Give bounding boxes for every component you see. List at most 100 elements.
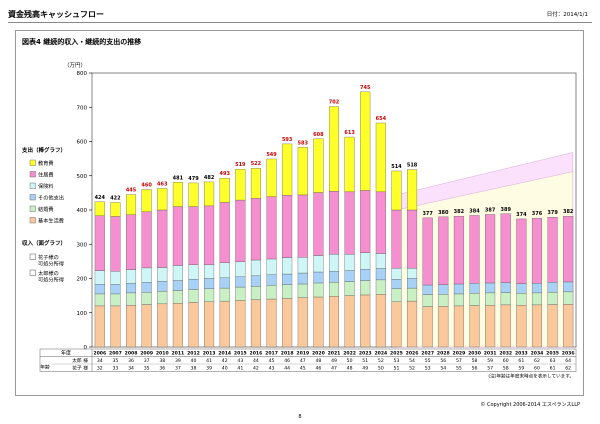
bar-segment: [422, 217, 433, 286]
bar-segment: [126, 269, 137, 284]
bar-segment: [375, 191, 386, 254]
x-tick-label: 2016: [250, 351, 263, 357]
bar-segment: [282, 257, 293, 275]
bar-segment: [141, 304, 152, 348]
x-tick-label: 2024: [374, 351, 387, 357]
bar-segment: [344, 281, 355, 296]
age-value: 57: [487, 366, 493, 372]
age-value: 33: [112, 366, 118, 372]
bar-segment: [407, 268, 418, 279]
bar-segment: [375, 294, 386, 348]
bar-segment: [547, 282, 558, 293]
bar-segment: [266, 196, 277, 260]
age-value: 54: [409, 358, 415, 364]
y-tick-label: 600: [77, 140, 88, 146]
bar-segment: [297, 297, 308, 348]
bar-segment: [391, 279, 402, 289]
bar-total-label: 376: [532, 211, 543, 217]
bar-segment: [266, 258, 277, 275]
bar-total-label: 382: [454, 209, 465, 215]
bar-total-label: 379: [547, 210, 558, 216]
bar-segment: [360, 190, 371, 253]
bar-segment: [94, 305, 105, 348]
bar-segment: [531, 304, 542, 348]
bar-segment: [235, 169, 246, 201]
bar-segment: [110, 271, 121, 285]
bar-segment: [126, 283, 137, 294]
bar-segment: [453, 293, 464, 307]
bar-segment: [500, 282, 511, 293]
bar-segment: [188, 302, 199, 348]
x-tick-label: 2012: [187, 351, 200, 357]
legend-swatch: [29, 194, 36, 201]
age-value: 62: [534, 358, 540, 364]
legend-label: 花子様の: [38, 253, 59, 261]
bar-segment: [188, 289, 199, 303]
bar-segment: [391, 288, 402, 302]
age-value: 51: [362, 358, 368, 364]
bar-total-label: 380: [438, 210, 449, 216]
bar-segment: [235, 261, 246, 277]
copyright: © Copyright 2006-2014 エスペランスLLP: [480, 402, 580, 408]
x-tick-label: 2032: [499, 351, 512, 357]
bar-total-label: 389: [501, 207, 512, 213]
x-tick-label: 2031: [484, 351, 497, 357]
bar-segment: [422, 284, 433, 295]
age-group-label: 年齢: [40, 364, 50, 371]
x-tick-label: 2018: [281, 351, 294, 357]
legend-swatch: [29, 159, 36, 166]
bar-segment: [141, 211, 152, 269]
bar-segment: [94, 201, 105, 216]
bar-total-label: 613: [344, 130, 355, 136]
age-value: 58: [503, 366, 509, 372]
bar-segment: [235, 199, 246, 262]
page-header-date: 日付：2014/1/1: [546, 12, 588, 18]
age-value: 39: [206, 366, 212, 372]
bar-segment: [485, 292, 496, 306]
legend-swatch: [29, 182, 36, 189]
x-tick-label: 2027: [421, 351, 434, 357]
bar-segment: [297, 147, 308, 196]
bar-total-label: 481: [173, 175, 184, 181]
x-tick-label: 2017: [265, 351, 278, 357]
bar-segment: [313, 296, 324, 348]
bar-segment: [250, 286, 261, 300]
bar-segment: [204, 205, 215, 265]
bar-segment: [328, 296, 340, 348]
age-value: 36: [159, 366, 165, 372]
age-value: 46: [284, 358, 290, 364]
age-value: 49: [331, 358, 337, 364]
bar-segment: [360, 91, 371, 191]
bar-segment: [547, 292, 558, 305]
bar-segment: [516, 218, 527, 284]
age-value: 49: [362, 366, 368, 372]
bar-segment: [157, 267, 168, 282]
age-value: 48: [347, 366, 353, 372]
bar-segment: [297, 283, 308, 298]
bar-segment: [188, 206, 199, 265]
bar-segment: [188, 264, 199, 280]
bar-segment: [344, 136, 355, 193]
legend-swatch: [29, 269, 36, 276]
bar-segment: [157, 209, 168, 268]
legend-label: 住居費: [38, 170, 54, 178]
bar-total-label: 493: [219, 171, 230, 177]
page-header-title: 資金残高キャッシュフロー: [8, 10, 104, 19]
age-value: 60: [534, 366, 540, 372]
bar-segment: [141, 292, 152, 305]
bar-segment: [453, 305, 464, 348]
bar-total-label: 382: [563, 209, 574, 215]
x-tick-label: 2015: [234, 351, 247, 357]
age-table: [39, 348, 577, 372]
bar-segment: [204, 181, 215, 207]
bar-segment: [188, 279, 199, 290]
bar-segment: [282, 143, 293, 196]
bar-segment: [126, 305, 137, 348]
bar-segment: [344, 270, 355, 282]
age-value: 45: [269, 358, 275, 364]
bar-segment: [469, 283, 480, 294]
legend-label: 保険料: [38, 182, 54, 190]
expenditure-legend-title: 支出（棒グラフ）: [21, 146, 66, 154]
x-tick-label: 2033: [515, 351, 528, 357]
age-value: 41: [206, 358, 212, 364]
